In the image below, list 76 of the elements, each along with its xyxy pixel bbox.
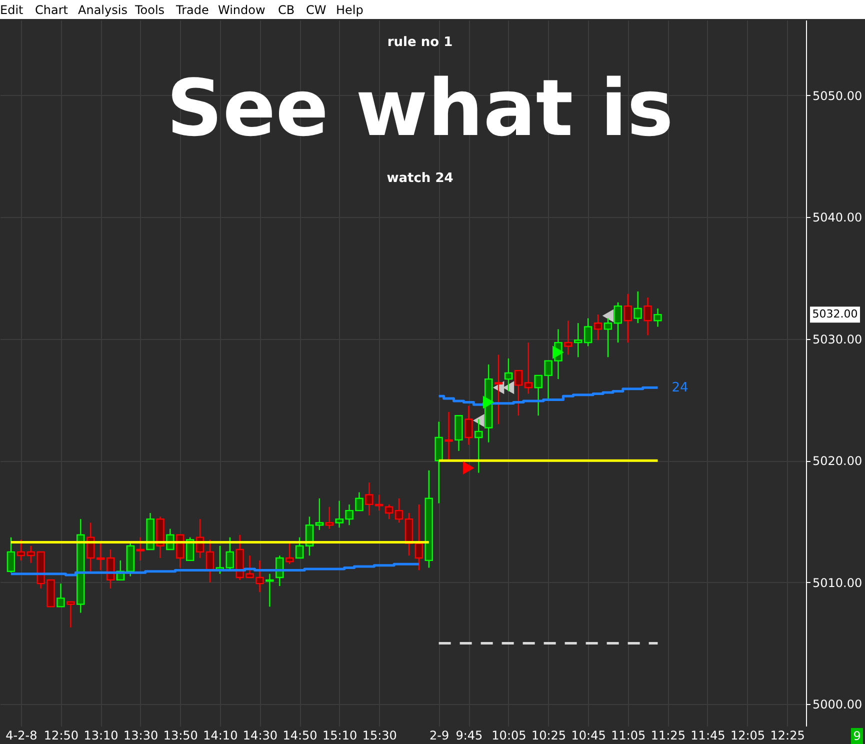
candlestick: [564, 320, 572, 356]
candlestick: [514, 370, 523, 416]
series-label: 24: [672, 380, 688, 396]
candlestick: [96, 542, 105, 571]
x-tick-label: 12:50: [44, 728, 79, 742]
candlestick: [614, 302, 622, 344]
candlestick: [414, 504, 424, 571]
candlestick: [634, 290, 642, 324]
text: CB: [278, 3, 295, 17]
x-tick-label: 13:30: [124, 728, 158, 742]
y-tick-label: 5050.00: [812, 88, 862, 103]
x-tick-label: 15:30: [362, 728, 397, 742]
candlestick: [136, 536, 144, 562]
text: Trade: [175, 3, 209, 17]
point: [482, 396, 494, 409]
text: Chart: [35, 3, 68, 17]
y-tick-label: 5000.00: [812, 698, 862, 712]
candlestick: [574, 322, 582, 358]
x-tick-label: 11:25: [650, 728, 686, 742]
candlestick: [325, 506, 334, 530]
candlestick: [444, 411, 453, 462]
x-tick-label: 4-2-8: [6, 728, 38, 742]
point: [463, 461, 474, 474]
x-tick-label: 2-9: [430, 728, 450, 742]
y-tick-label: 5020.00: [812, 454, 862, 468]
text: Window: [218, 3, 266, 17]
text: See what is: [166, 64, 674, 154]
candlestick: [494, 354, 503, 425]
text: Analysis: [78, 3, 128, 17]
text: Tools: [134, 3, 165, 17]
candlestick: [384, 504, 394, 520]
text: 9: [853, 729, 861, 743]
candlestick: [524, 342, 532, 394]
point: [602, 309, 614, 322]
x-tick-label: 15:10: [322, 728, 358, 742]
x-tick-label: 12:05: [730, 728, 766, 742]
annotation: rule no 1: [387, 35, 453, 50]
x-tick-label: 10:05: [492, 728, 526, 742]
x-tick-label: 9:45: [456, 728, 483, 742]
x-tick-label: 14:10: [203, 728, 238, 742]
x-tick-label: 11:05: [611, 728, 646, 742]
candlestick: [394, 498, 404, 524]
candlestick: [644, 296, 652, 336]
text: Help: [336, 3, 364, 17]
y-tick-label: 5040.00: [812, 210, 862, 225]
candlestick: [66, 601, 75, 628]
x-tick-label: 10:25: [531, 728, 566, 742]
candlestick: [434, 421, 443, 504]
text: 5032.00: [812, 308, 858, 321]
candlestick: [6, 536, 16, 574]
candlestick: [56, 582, 65, 608]
candlestick: [295, 536, 304, 559]
y-tick-label: 5030.00: [812, 332, 862, 346]
x-tick-label: 14:50: [282, 728, 318, 742]
x-tick-label: 14:30: [242, 728, 278, 742]
candlestick: [584, 318, 592, 347]
candlestick: [16, 539, 26, 562]
y-tick-label: 5010.00: [812, 576, 862, 590]
candlestick: [464, 405, 473, 446]
x-tick-label: 12:25: [770, 728, 805, 742]
x-tick-label: 13:50: [163, 728, 198, 742]
point: [472, 414, 484, 427]
candlestick: [226, 536, 234, 571]
text: CW: [306, 3, 326, 17]
text: Edit: [0, 3, 24, 17]
candlestick: [594, 314, 602, 341]
point: [552, 346, 564, 359]
candlestick: [266, 573, 274, 608]
x-tick-label: 13:10: [84, 728, 118, 742]
text: watch 24: [386, 171, 454, 186]
x-tick-label: 11:45: [690, 728, 726, 742]
candlestick: [315, 498, 324, 531]
candlestick: [654, 308, 662, 328]
candlestick: [285, 542, 294, 565]
x-tick-label: 10:45: [571, 728, 606, 742]
candlestick: [624, 293, 632, 344]
